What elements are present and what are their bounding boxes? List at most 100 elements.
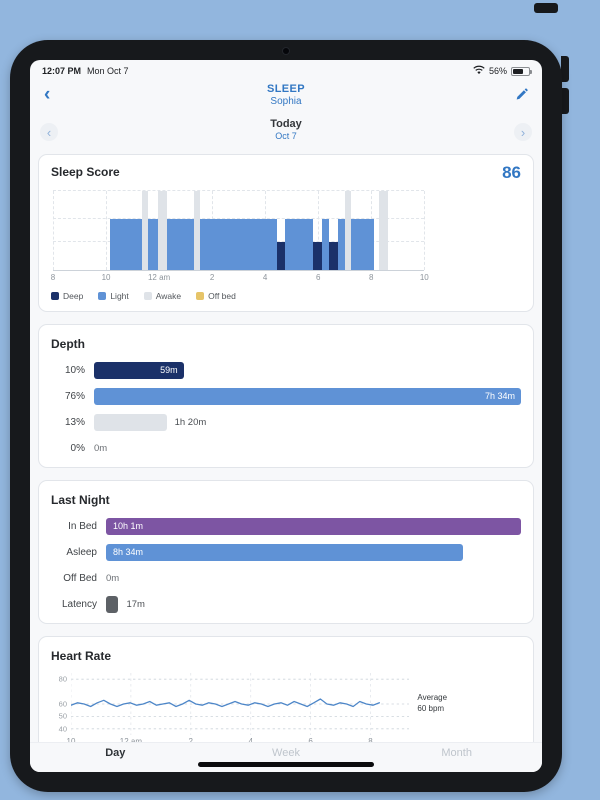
tablet-frame: 12:07 PM Mon Oct 7 56% ‹ SLEEP <box>10 40 562 792</box>
x-tick-label: 12 am <box>120 737 142 746</box>
y-tick-label: 50 <box>58 711 67 721</box>
x-tick-label: 10 <box>67 737 76 746</box>
y-tick-label: 60 <box>58 699 67 709</box>
depth-value: 7h 34m <box>484 391 515 401</box>
back-button[interactable]: ‹ <box>44 84 51 105</box>
x-tick-label: 8 <box>368 737 372 746</box>
depth-row-awake: 13% 1h 20m <box>51 413 521 431</box>
last-night-card: Last Night In Bed 10h 1m Asleep 8h 34m O… <box>38 480 534 624</box>
card-title-depth: Depth <box>51 337 85 351</box>
average-label: Average <box>417 693 448 703</box>
battery-percent: 56% <box>488 66 507 76</box>
wifi-icon <box>473 65 485 77</box>
lastnight-row-asleep: Asleep 8h 34m <box>51 543 521 561</box>
date-navigator: ‹ Today Oct 7 › <box>30 116 542 150</box>
grid-line-vertical <box>106 191 108 270</box>
period-tab-bar: Day Week Month <box>30 742 542 772</box>
nav-bar: ‹ SLEEP Sophia <box>30 80 542 116</box>
status-bar: 12:07 PM Mon Oct 7 56% <box>30 60 542 80</box>
latency-bar <box>106 595 119 613</box>
prev-day-button[interactable]: ‹ <box>40 123 58 141</box>
x-tick-label: 2 <box>189 737 193 746</box>
x-tick-label: 6 <box>315 273 321 282</box>
status-date: Mon Oct 7 <box>87 66 129 76</box>
page-title: SLEEP <box>266 83 306 95</box>
heart-rate-card: Heart Rate 40 50 60 80 Average 60 bpm 10 12 … <box>38 636 534 759</box>
depth-value: 1h 20m <box>174 416 207 428</box>
grid-line-horizontal <box>53 217 425 219</box>
status-time: 12:07 PM <box>42 66 82 76</box>
asleep-bar: 8h 34m <box>106 543 463 561</box>
tab-month[interactable]: Month <box>441 747 472 759</box>
card-title-heart-rate: Heart Rate <box>51 649 112 663</box>
volume-up-button <box>561 56 569 82</box>
next-day-button[interactable]: › <box>514 123 532 141</box>
sleep-score-value: 86 <box>502 163 521 182</box>
home-indicator[interactable] <box>198 762 374 767</box>
heart-rate-y-axis: 40 50 60 80 <box>51 673 71 735</box>
legend-label: Off bed <box>208 291 236 301</box>
hypnogram-plot <box>53 190 426 271</box>
sleep-stage-segment-deep <box>328 241 339 270</box>
lastnight-row-inbed: In Bed 10h 1m <box>51 517 521 535</box>
metric-label: In Bed <box>68 520 97 532</box>
sleep-stage-segment-light <box>200 218 278 270</box>
metric-value: 10h 1m <box>113 521 144 531</box>
card-title-last-night: Last Night <box>51 493 110 507</box>
sleep-stage-segment-awake <box>344 191 352 270</box>
sleep-stage-segment-light <box>351 218 374 270</box>
legend-swatch-offbed <box>196 292 205 300</box>
depth-percent: 76% <box>64 390 85 402</box>
sleep-stage-segment-light <box>110 218 142 270</box>
sleep-stage-segment-light <box>338 218 345 270</box>
average-annotation: Average 60 bpm <box>409 693 521 715</box>
date-value: Oct 7 <box>275 131 297 141</box>
heart-rate-plot <box>71 673 410 735</box>
metric-label: Off Bed <box>63 572 97 584</box>
legend-label: Light <box>110 291 129 301</box>
sleep-score-card: Sleep Score 86 8 10 12 am 2 4 6 8 10 Deep Light… <box>38 154 534 312</box>
depth-bar-light: 7h 34m <box>94 387 521 405</box>
page-subtitle: Sophia <box>270 96 302 107</box>
legend-item-offbed: Off bed <box>196 291 236 301</box>
y-tick-label: 80 <box>58 674 67 684</box>
x-tick-label: 12 am <box>147 273 171 282</box>
grid-line-vertical <box>53 191 54 270</box>
hypnogram-x-axis: 8 10 12 am 2 4 6 8 10 <box>50 273 429 284</box>
depth-bar-awake <box>94 413 167 431</box>
x-tick-label: 4 <box>262 273 268 282</box>
legend-item-light: Light <box>98 291 129 301</box>
heart-rate-x-axis: 10 12 am 2 4 6 8 <box>67 737 409 748</box>
tab-week[interactable]: Week <box>272 747 300 759</box>
average-value: 60 bpm <box>417 704 445 713</box>
depth-percent: 0% <box>70 442 85 454</box>
card-title-sleep-score: Sleep Score <box>51 165 120 179</box>
lastnight-row-latency: Latency 17m <box>51 595 521 613</box>
sleep-stage-segment-awake <box>193 191 201 270</box>
depth-row-light: 76% 7h 34m <box>51 387 521 405</box>
sleep-stage-segment-light <box>285 218 313 270</box>
edit-button[interactable] <box>515 88 528 106</box>
sleep-stage-segment-awake <box>379 191 389 270</box>
x-tick-label: 2 <box>209 273 215 282</box>
heart-rate-chart: 40 50 60 80 Average 60 bpm <box>51 673 521 735</box>
depth-value: 0m <box>94 442 108 454</box>
legend-item-awake: Awake <box>143 291 181 301</box>
legend-item-deep: Deep <box>51 291 83 301</box>
grid-line-vertical <box>318 191 320 270</box>
x-tick-label: 6 <box>308 737 312 746</box>
depth-row-deep: 10% 59m <box>51 361 521 379</box>
sleep-stage-segment-light <box>322 218 329 270</box>
hypnogram-legend: Deep Light Awake Off bed <box>51 291 521 301</box>
depth-value: 59m <box>160 365 178 375</box>
volume-down-button <box>561 88 569 114</box>
depth-card: Depth 10% 59m 76% 7h 34m 13% 1h 20m 0% 0… <box>38 324 534 468</box>
y-tick-label: 40 <box>58 724 67 734</box>
sleep-stage-segment-deep <box>277 241 286 270</box>
x-tick-label: 8 <box>50 273 56 282</box>
app-screen: 12:07 PM Mon Oct 7 56% ‹ SLEEP <box>30 60 542 772</box>
tab-day[interactable]: Day <box>105 747 126 759</box>
hypnogram-chart: 8 10 12 am 2 4 6 8 10 <box>50 190 429 284</box>
date-label: Today <box>270 118 302 130</box>
depth-percent: 10% <box>64 364 85 376</box>
